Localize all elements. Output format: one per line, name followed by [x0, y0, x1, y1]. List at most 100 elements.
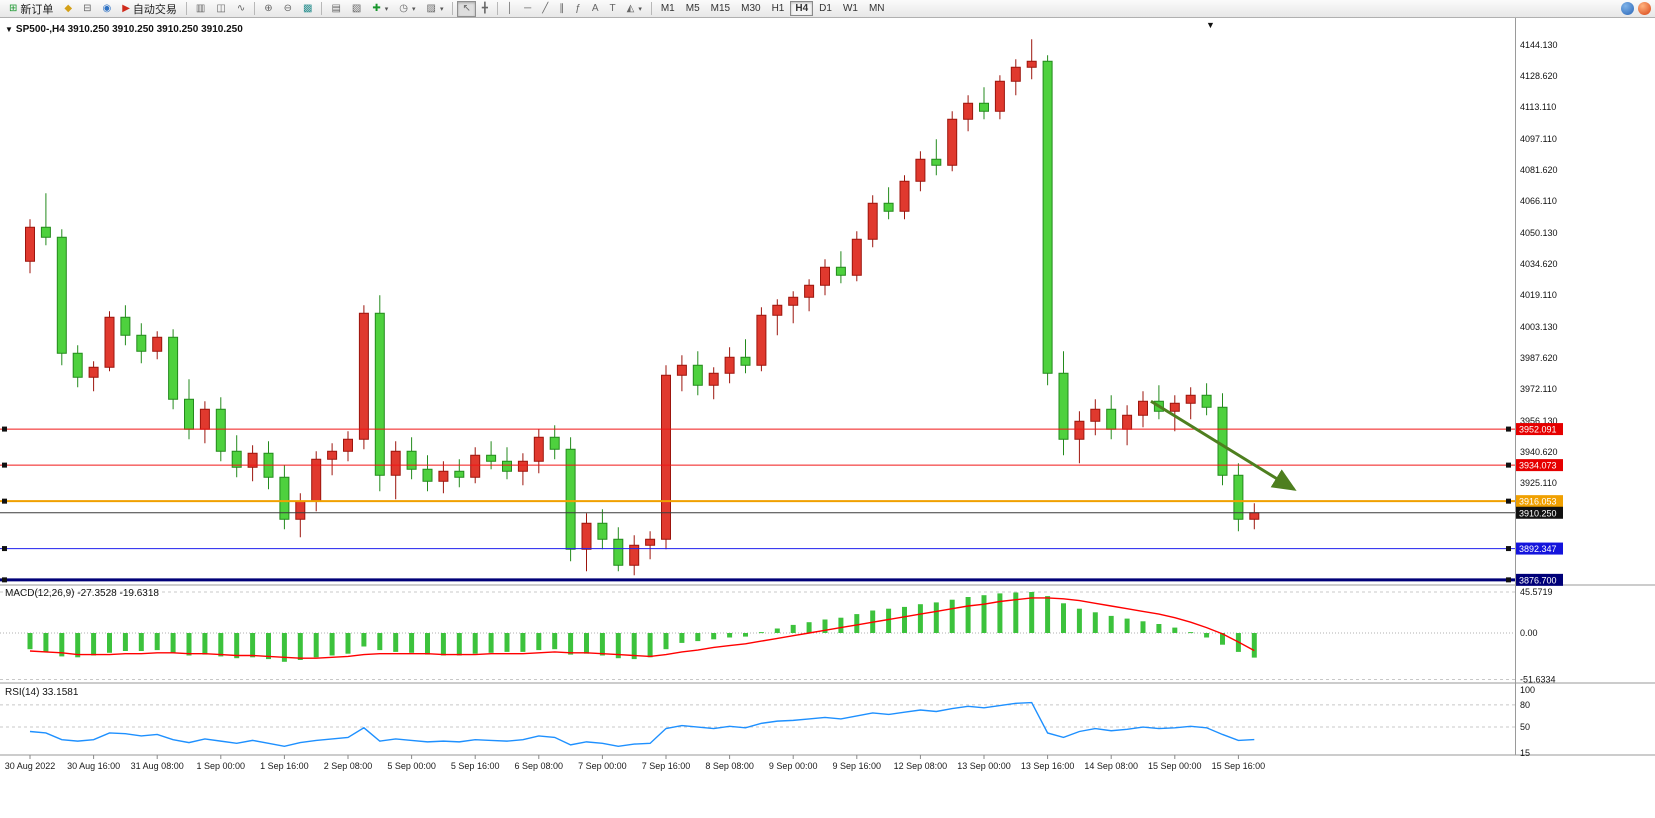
grid-icon: ▩	[303, 2, 313, 14]
timeframe-button-m5[interactable]: M5	[681, 1, 705, 16]
timeframe-button-m1[interactable]: M1	[656, 1, 680, 16]
tile-windows-button[interactable]: ▤	[326, 1, 345, 17]
cursor-tool-button[interactable]: ↖	[457, 0, 476, 17]
horizontal-line-3916.053[interactable]: 3916.053	[0, 495, 1563, 508]
chart-menu-triangle-icon[interactable]: ▼	[5, 25, 13, 34]
add-indicator-button[interactable]: ✚ ▾	[367, 1, 393, 17]
horizontal-line-3934.073[interactable]: 3934.073	[0, 459, 1563, 472]
svg-text:3910.250: 3910.250	[1519, 508, 1557, 518]
zoom-out-button[interactable]: ⊖	[279, 1, 297, 17]
caret-down-icon: ▾	[412, 5, 416, 13]
timeframe-button-h1[interactable]: H1	[767, 1, 790, 16]
shapes-tool-button[interactable]: ◭ ▾	[622, 1, 647, 17]
svg-text:4034.620: 4034.620	[1520, 259, 1558, 269]
svg-text:9 Sep 00:00: 9 Sep 00:00	[769, 761, 818, 771]
svg-text:3934.073: 3934.073	[1519, 461, 1557, 471]
clock-icon: ◷	[399, 2, 408, 14]
svg-text:4003.130: 4003.130	[1520, 322, 1558, 332]
time-axis[interactable]: 30 Aug 2022 30 Aug 16:00 31 Aug 08:00 1 Sep…	[5, 755, 1265, 771]
fibonacci-tool-button[interactable]: ƒ	[570, 1, 586, 17]
horizontal-line-icon: ─	[524, 2, 532, 14]
chart-window: 4144.130 4128.620 4113.110 4097.110 4081.620…	[0, 18, 1655, 818]
svg-text:50: 50	[1520, 722, 1530, 732]
print-preview-button[interactable]: ◉	[97, 1, 116, 17]
caret-down-icon: ▾	[638, 5, 642, 13]
svg-text:15 Sep 00:00: 15 Sep 00:00	[1148, 761, 1202, 771]
channel-tool-button[interactable]: ∥	[554, 1, 569, 17]
bar-chart-button[interactable]: ▥	[191, 1, 210, 17]
templates-button[interactable]: ▨ ▾	[422, 1, 449, 17]
trend-arrow[interactable]	[1150, 399, 1297, 491]
svg-text:4097.110: 4097.110	[1520, 134, 1557, 144]
candles-layer	[25, 39, 1260, 576]
timeframe-button-d1[interactable]: D1	[814, 1, 837, 16]
candlestick-chart-button[interactable]: ◫	[211, 1, 230, 17]
meta-editor-button[interactable]: ◆	[59, 1, 77, 17]
svg-text:3956.130: 3956.130	[1520, 416, 1558, 426]
community-icon[interactable]	[1621, 2, 1634, 15]
channel-icon: ∥	[559, 2, 565, 14]
auto-trading-label: 自动交易	[132, 3, 177, 16]
print-button[interactable]: ⊟	[78, 1, 96, 17]
svg-text:1 Sep 00:00: 1 Sep 00:00	[197, 761, 246, 771]
panel-frame	[0, 18, 1655, 756]
svg-text:7 Sep 16:00: 7 Sep 16:00	[642, 761, 691, 771]
svg-text:4066.110: 4066.110	[1520, 196, 1557, 206]
horizontal-line-3952.091[interactable]: 3952.091	[0, 423, 1563, 436]
svg-text:0.00: 0.00	[1520, 628, 1538, 638]
toolbar-separator	[650, 2, 652, 15]
line-chart-button[interactable]: ∿	[232, 1, 250, 17]
toolbar-separator	[321, 2, 323, 15]
svg-text:3876.700: 3876.700	[1519, 575, 1557, 585]
horizontal-line-tool-button[interactable]: ─	[519, 1, 536, 17]
line-chart-icon: ∿	[236, 2, 246, 14]
auto-trading-icon: ▶	[122, 2, 130, 14]
macd-indicator-label: MACD(12,26,9) -27.3528 -19.6318	[5, 588, 159, 599]
timeframe-button-m30[interactable]: M30	[736, 1, 765, 16]
svg-text:4081.620: 4081.620	[1520, 165, 1558, 175]
svg-text:3925.110: 3925.110	[1520, 478, 1557, 488]
svg-text:5 Sep 16:00: 5 Sep 16:00	[451, 761, 500, 771]
svg-text:80: 80	[1520, 700, 1530, 710]
rsi-indicator-label: RSI(14) 33.1581	[5, 687, 79, 698]
new-order-button[interactable]: ⊞ 新订单	[4, 1, 58, 17]
rsi-panel: 100 80 50 15	[0, 685, 1535, 758]
trendline-tool-button[interactable]: ╱	[537, 1, 553, 17]
zoom-in-button[interactable]: ⊕	[259, 1, 277, 17]
svg-text:13 Sep 16:00: 13 Sep 16:00	[1021, 761, 1075, 771]
svg-text:4019.110: 4019.110	[1520, 290, 1557, 300]
vertical-line-tool-button[interactable]: │	[502, 1, 518, 17]
grid-button[interactable]: ▩	[298, 1, 317, 17]
toolbar-separator	[452, 2, 454, 15]
timeframe-button-w1[interactable]: W1	[838, 1, 863, 16]
svg-text:3987.620: 3987.620	[1520, 353, 1558, 363]
cascade-windows-button[interactable]: ▧	[347, 1, 366, 17]
svg-text:3892.347: 3892.347	[1519, 544, 1557, 554]
timeframe-button-mn[interactable]: MN	[864, 1, 890, 16]
horizontal-line-3892.347[interactable]: 3892.347	[0, 542, 1563, 555]
horizontal-line-3876.700[interactable]: 3876.700	[0, 573, 1563, 586]
price-axis[interactable]: 4144.130 4128.620 4113.110 4097.110 4081.620…	[1520, 40, 1558, 488]
timeframe-button-m15[interactable]: M15	[706, 1, 735, 16]
periods-button[interactable]: ◷ ▾	[394, 1, 420, 17]
timeframe-button-h4[interactable]: H4	[790, 1, 814, 16]
caret-down-icon: ▾	[384, 5, 389, 13]
chart-shift-marker-icon[interactable]: ▼	[1206, 20, 1215, 30]
svg-text:6 Sep 08:00: 6 Sep 08:00	[515, 761, 564, 771]
svg-text:4050.130: 4050.130	[1520, 228, 1558, 238]
notification-icon[interactable]	[1638, 2, 1651, 15]
crosshair-tool-button[interactable]: ╋	[477, 1, 493, 17]
chart-canvas[interactable]: 4144.130 4128.620 4113.110 4097.110 4081.620…	[0, 18, 1655, 818]
horizontal-line-3910.250[interactable]: 3910.250	[0, 506, 1563, 519]
svg-text:3940.620: 3940.620	[1520, 447, 1558, 457]
candlestick-chart-icon: ◫	[216, 2, 226, 14]
svg-text:7 Sep 00:00: 7 Sep 00:00	[578, 761, 627, 771]
auto-trading-button[interactable]: ▶ 自动交易	[117, 1, 182, 17]
zoom-out-icon: ⊖	[283, 2, 292, 14]
svg-text:9 Sep 16:00: 9 Sep 16:00	[833, 761, 882, 771]
shapes-icon: ◭	[626, 2, 635, 14]
svg-text:30 Aug 2022: 30 Aug 2022	[5, 761, 56, 771]
label-tool-button[interactable]: T	[605, 1, 621, 17]
text-tool-button[interactable]: A	[587, 1, 604, 17]
fibonacci-icon: ƒ	[575, 2, 581, 14]
